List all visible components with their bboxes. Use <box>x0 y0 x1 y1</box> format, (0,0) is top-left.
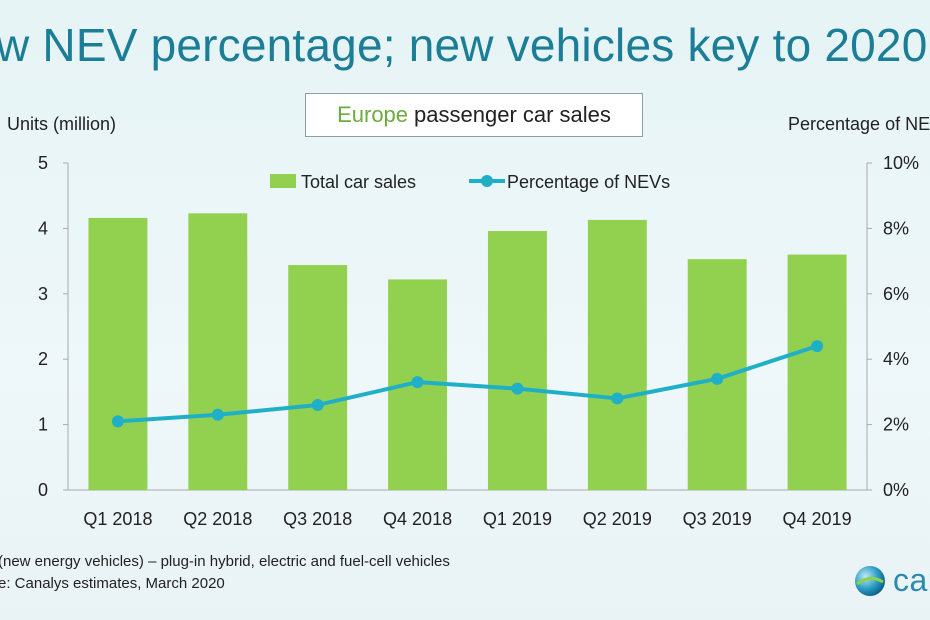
legend-label-bar: Total car sales <box>301 172 416 192</box>
nev-point <box>211 408 224 421</box>
footnote-source: e: Canalys estimates, March 2020 <box>0 575 225 592</box>
bar <box>188 213 248 490</box>
bar <box>587 219 647 490</box>
left-tick-label: 5 <box>38 153 48 173</box>
right-tick-label: 0% <box>883 480 909 500</box>
left-tick-label: 1 <box>38 415 48 435</box>
nev-line <box>117 344 818 424</box>
bar <box>487 231 547 491</box>
legend-swatch-bar <box>270 174 296 188</box>
x-tick-label: Q3 2018 <box>283 509 352 529</box>
nev-point <box>711 372 724 385</box>
footnote-definition: (new energy vehicles) – plug-in hybrid, … <box>0 553 450 570</box>
subtitle-text: passenger car sales <box>414 102 611 127</box>
right-tick-label: 6% <box>883 284 909 304</box>
x-tick-label: Q1 2018 <box>83 509 152 529</box>
x-tick-label: Q4 2018 <box>383 509 452 529</box>
x-tick-label: Q3 2019 <box>683 509 752 529</box>
nev-point <box>511 382 524 395</box>
nev-point <box>311 398 324 411</box>
globe-icon <box>855 565 885 596</box>
legend-label-line: Percentage of NEVs <box>507 172 670 192</box>
right-tick-label: 10% <box>883 153 919 173</box>
x-tick-label: Q1 2019 <box>483 509 552 529</box>
bar <box>288 265 348 490</box>
right-tick-label: 4% <box>883 349 909 369</box>
left-tick-label: 2 <box>38 349 48 369</box>
company-logo: cana <box>853 562 930 599</box>
right-axis-title: Percentage of NE <box>788 114 930 134</box>
bar <box>787 254 847 490</box>
nev-point <box>611 392 624 405</box>
left-tick-label: 3 <box>38 284 48 304</box>
right-tick-label: 2% <box>883 415 909 435</box>
nev-point <box>411 376 424 389</box>
left-axis-title: Units (million) <box>7 114 117 134</box>
bar <box>88 217 148 490</box>
subtitle-region: Europe <box>337 102 409 127</box>
nev-point <box>811 340 824 353</box>
x-tick-label: Q4 2019 <box>783 509 852 529</box>
chart-subtitle-box: Europe passenger car sales <box>305 93 643 137</box>
logo-text: cana <box>893 562 930 598</box>
nev-point <box>111 415 124 428</box>
right-tick-label: 8% <box>883 218 909 238</box>
left-tick-label: 0 <box>38 480 48 500</box>
x-tick-label: Q2 2019 <box>583 509 652 529</box>
legend-swatch-marker <box>481 175 493 187</box>
left-tick-label: 4 <box>38 218 48 238</box>
x-tick-label: Q2 2018 <box>183 509 252 529</box>
page-title: w NEV percentage; new vehicles key to 20… <box>0 19 930 71</box>
